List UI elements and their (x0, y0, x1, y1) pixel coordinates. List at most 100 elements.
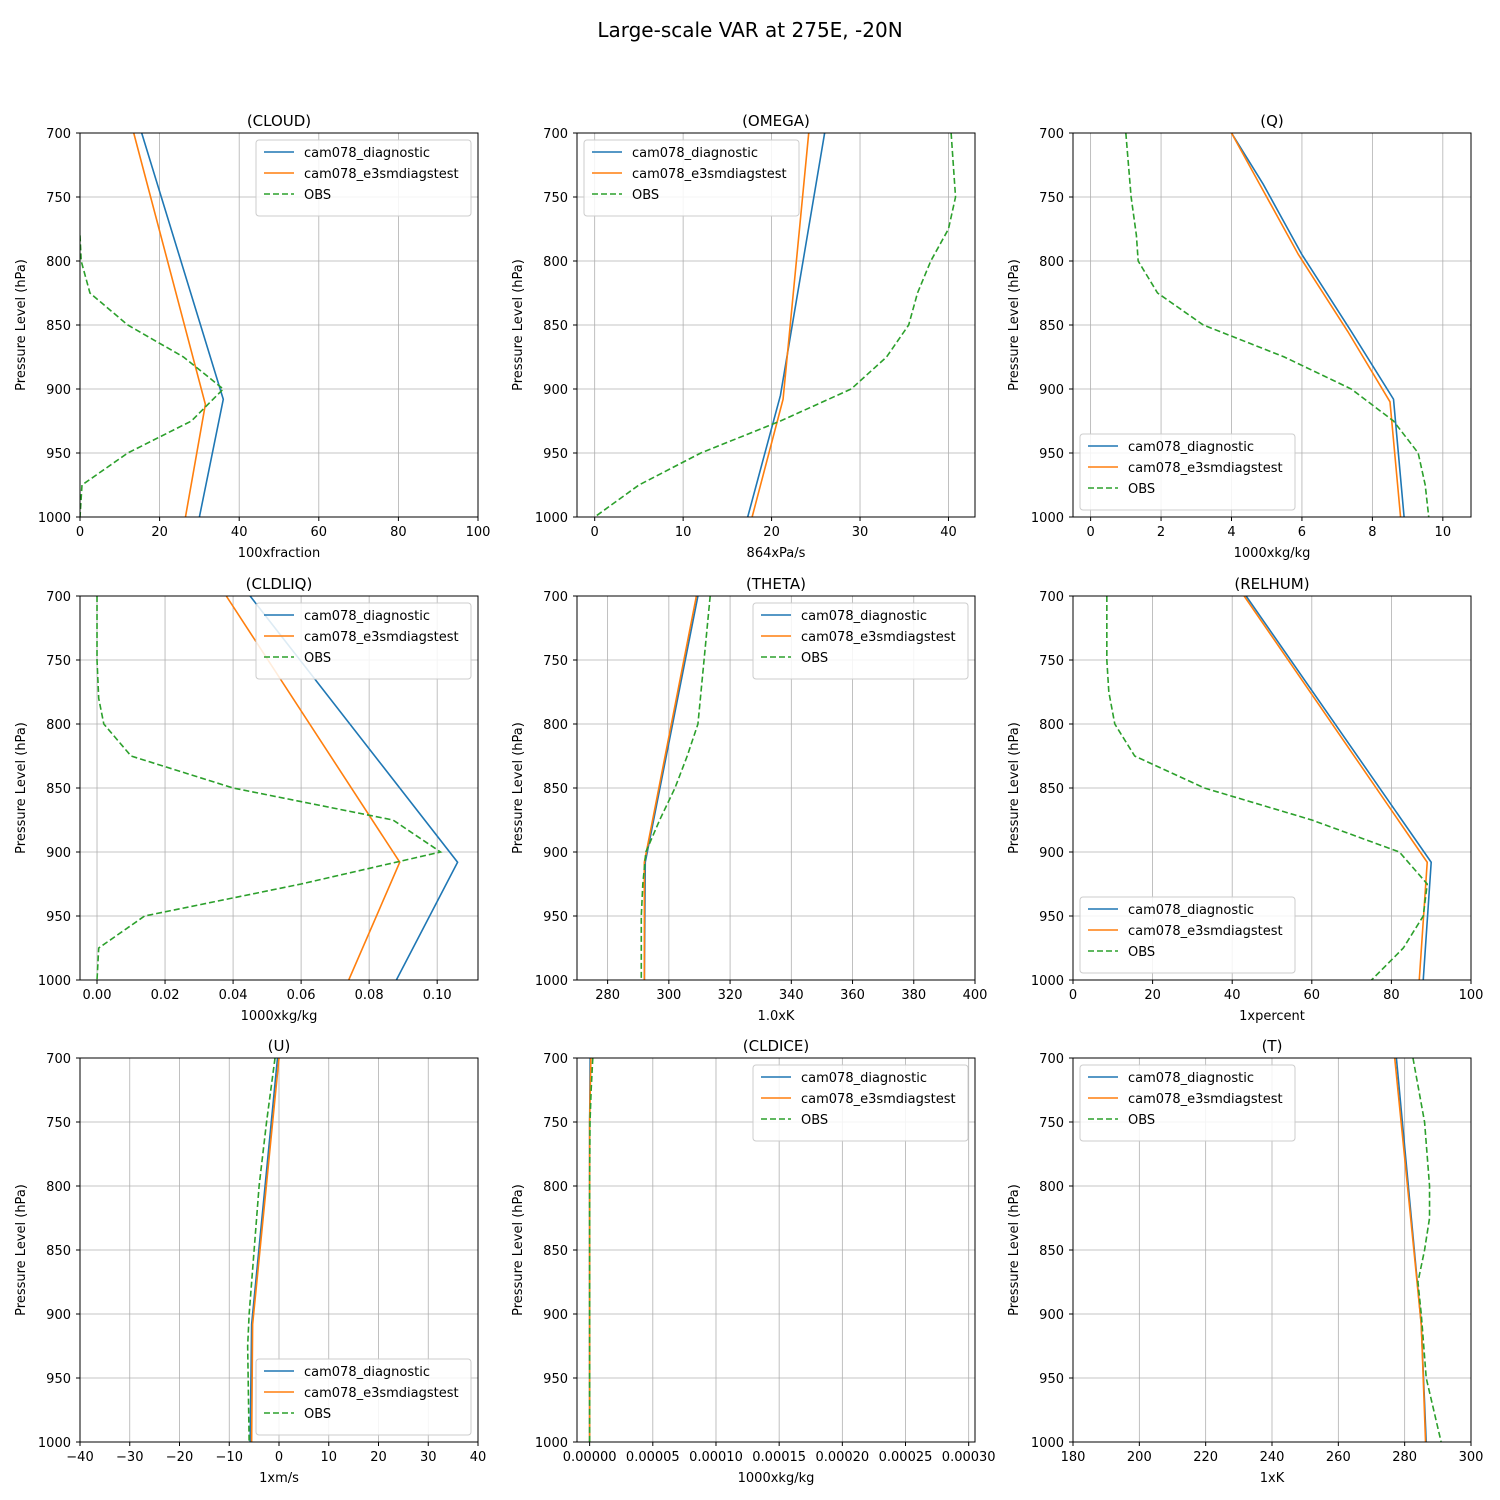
x-tick-label: 200 (1127, 1450, 1152, 1465)
x-axis-label: 100xfraction (238, 546, 320, 561)
chart-panel: 180 200 220 240 260 280 300 700 750 800 850 900 950 1… (1007, 1037, 1483, 1486)
x-tick-label: 0 (1069, 988, 1077, 1003)
panel-title: (OMEGA) (742, 112, 810, 130)
series-line (1125, 133, 1430, 517)
x-tick-label: 2 (1157, 525, 1165, 540)
x-tick-label: 30 (852, 525, 869, 540)
y-tick-label: 800 (1039, 255, 1064, 270)
chart-panel: 0 2 4 6 8 10 700 750 800 850 900 950 1000 (Q) 1000xkg/… (1007, 112, 1472, 561)
legend-label: cam078_diagnostic (304, 1365, 430, 1380)
y-tick-label: 950 (543, 910, 568, 925)
series-line (1412, 1058, 1442, 1442)
y-tick-label: 700 (543, 127, 568, 142)
y-tick-label: 800 (1039, 718, 1064, 733)
x-tick-label: 240 (1260, 1450, 1285, 1465)
y-axis-label: Pressure Level (hPa) (1007, 1184, 1022, 1316)
y-tick-label: 1000 (38, 974, 71, 989)
series-line (643, 596, 698, 980)
series-line (140, 133, 225, 517)
x-axis-label: 1xK (1260, 1471, 1285, 1486)
y-tick-label: 900 (1039, 846, 1064, 861)
x-tick-label: 280 (595, 988, 620, 1003)
series-line (96, 596, 443, 980)
legend: cam078_diagnostic cam078_e3smdiagstest OBS (255, 139, 472, 217)
chart-panel: 280 300 320 340 360 380 400 700 750 800 850 900 950 1… (511, 575, 987, 1024)
y-tick-label: 1000 (38, 511, 71, 526)
y-tick-label: 950 (543, 447, 568, 462)
x-tick-label: 180 (1061, 1450, 1086, 1465)
x-tick-label: −40 (66, 1450, 93, 1465)
panel-title: (CLDICE) (743, 1037, 809, 1055)
x-tick-label: 100 (466, 525, 491, 540)
legend-box (583, 139, 800, 217)
legend-label: OBS (801, 651, 828, 666)
panel-title: (CLDLIQ) (246, 575, 313, 593)
x-axis-label: 1000xkg/kg (738, 1471, 815, 1486)
legend: cam078_diagnostic cam078_e3smdiagstest OBS (1079, 896, 1296, 974)
series-line (594, 133, 957, 517)
legend-box (255, 1358, 472, 1436)
y-tick-label: 700 (1039, 590, 1064, 605)
series-line (249, 596, 459, 980)
panel-title: (U) (268, 1037, 291, 1055)
legend: cam078_diagnostic cam078_e3smdiagstest OBS (1079, 1064, 1296, 1142)
legend-label: cam078_diagnostic (801, 609, 927, 624)
y-tick-label: 750 (543, 191, 568, 206)
x-tick-label: 0 (1086, 525, 1094, 540)
x-tick-label: 20 (151, 525, 168, 540)
x-tick-label: 8 (1368, 525, 1376, 540)
chart-panel: 0.00000 0.00005 0.00010 0.00015 0.00020 0.000… (511, 1037, 996, 1486)
legend-box (1079, 1064, 1296, 1142)
x-tick-label: 60 (1304, 988, 1321, 1003)
y-tick-label: 750 (1039, 191, 1064, 206)
x-tick-label: 40 (940, 525, 957, 540)
series-line (746, 133, 826, 517)
y-tick-label: 1000 (535, 974, 568, 989)
chart-panel: 0 20 40 60 80 100 700 750 800 850 900 950 1000 (CLOUD… (14, 112, 490, 561)
panel-title: (RELHUM) (1234, 575, 1309, 593)
legend-label: cam078_e3smdiagstest (1128, 924, 1283, 939)
legend-label: cam078_e3smdiagstest (1128, 1092, 1283, 1107)
y-tick-label: 900 (46, 846, 71, 861)
y-tick-label: 750 (1039, 1116, 1064, 1131)
y-tick-label: 1000 (535, 1436, 568, 1451)
y-tick-label: 700 (1039, 127, 1064, 142)
x-tick-label: 320 (718, 988, 743, 1003)
legend-label: cam078_diagnostic (1128, 903, 1254, 918)
legend: cam078_diagnostic cam078_e3smdiagstest OBS (752, 602, 969, 680)
y-tick-label: 700 (543, 1052, 568, 1067)
y-tick-label: 750 (46, 191, 71, 206)
panel-title: (T) (1262, 1037, 1283, 1055)
legend-label: cam078_e3smdiagstest (304, 630, 459, 645)
legend-label: cam078_diagnostic (304, 146, 430, 161)
x-tick-label: 0.10 (423, 988, 452, 1003)
series-line (132, 133, 207, 517)
y-tick-label: 900 (46, 383, 71, 398)
x-tick-label: 20 (763, 525, 780, 540)
x-tick-label: −20 (166, 1450, 193, 1465)
x-tick-label: 0.00015 (752, 1450, 806, 1465)
legend-label: OBS (1128, 945, 1155, 960)
legend-label: cam078_diagnostic (801, 1071, 927, 1086)
series-line (246, 1058, 276, 1442)
y-tick-label: 800 (46, 1180, 71, 1195)
y-tick-label: 950 (46, 910, 71, 925)
y-tick-label: 900 (1039, 383, 1064, 398)
x-tick-label: 6 (1298, 525, 1306, 540)
x-tick-label: 0 (275, 1450, 283, 1465)
y-tick-label: 850 (543, 319, 568, 334)
series-line (225, 596, 401, 980)
y-tick-label: 800 (46, 255, 71, 270)
series-line (751, 133, 810, 517)
x-tick-label: 220 (1193, 1450, 1218, 1465)
legend-label: cam078_e3smdiagstest (304, 167, 459, 182)
legend-box (752, 1064, 969, 1142)
legend-label: OBS (1128, 482, 1155, 497)
legend-label: cam078_diagnostic (1128, 1071, 1254, 1086)
y-tick-label: 850 (1039, 319, 1064, 334)
x-tick-label: 0 (76, 525, 84, 540)
y-tick-label: 950 (46, 447, 71, 462)
legend-label: cam078_diagnostic (632, 146, 758, 161)
y-axis-label: Pressure Level (hPa) (511, 1184, 526, 1316)
y-tick-label: 800 (543, 1180, 568, 1195)
